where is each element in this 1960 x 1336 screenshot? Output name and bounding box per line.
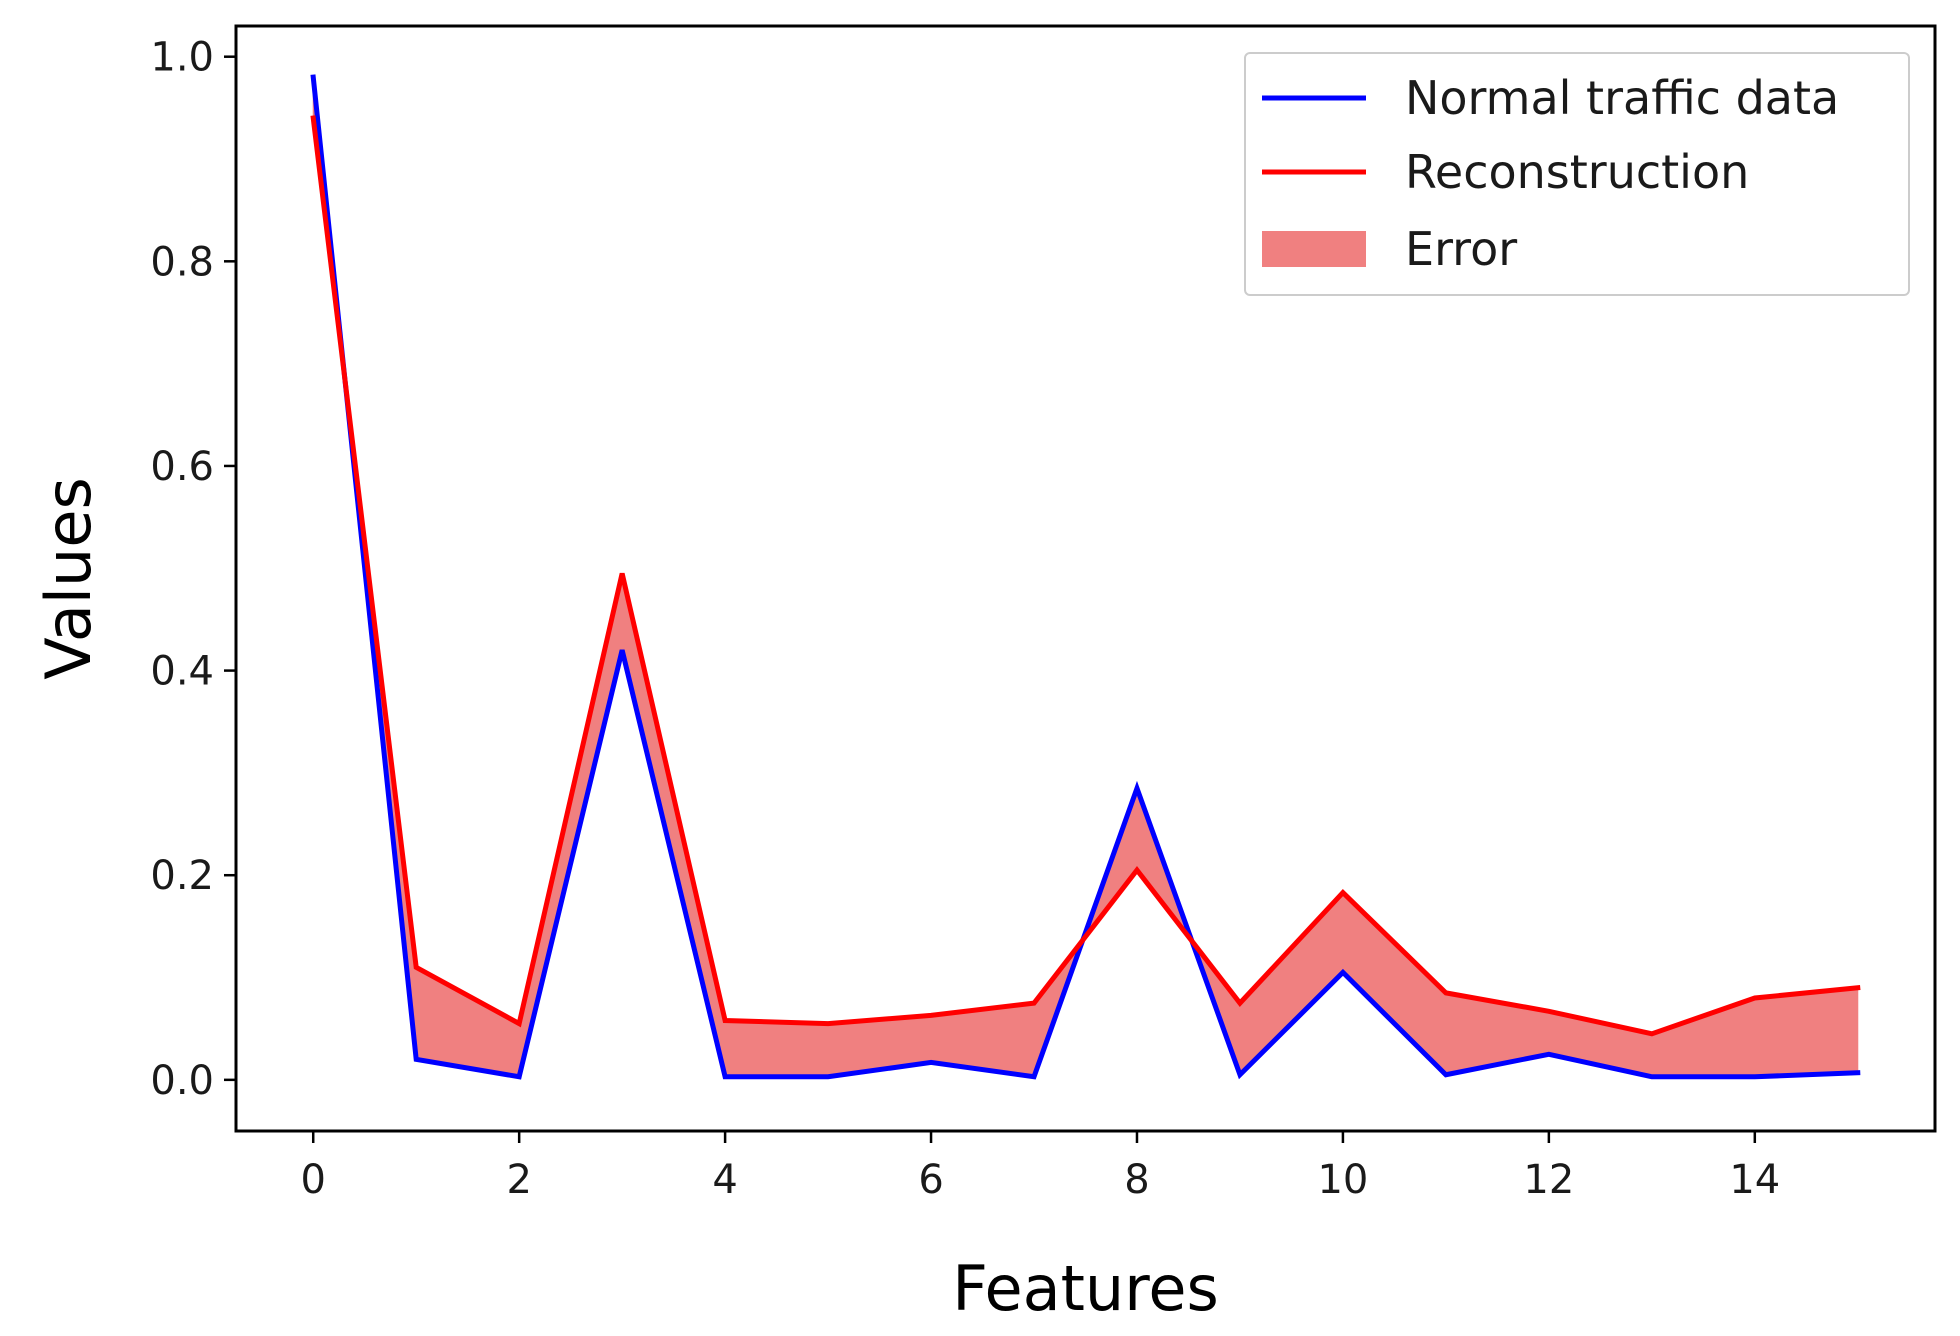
error-fill-segment (1754, 987, 1859, 1078)
y-tick-label: 0.8 (150, 239, 214, 285)
x-tick-label: 14 (1729, 1157, 1780, 1203)
error-fill-segment (724, 1019, 829, 1078)
x-tick-label: 6 (918, 1157, 943, 1203)
legend-label-reconstruction: Reconstruction (1405, 145, 1749, 199)
y-tick-label: 1.0 (150, 35, 214, 81)
x-tick-label: 12 (1523, 1157, 1574, 1203)
y-axis-title: Values (32, 477, 105, 680)
legend-label-normal-traffic-data: Normal traffic data (1405, 71, 1839, 125)
x-axis-title: Features (952, 1252, 1219, 1325)
normal-traffic-data-line (310, 74, 1861, 1080)
legend-box (1244, 52, 1910, 296)
x-tick-label: 2 (506, 1157, 531, 1203)
y-tick-label: 0.6 (150, 444, 214, 490)
x-tick-label: 10 (1317, 1157, 1368, 1203)
axes-frame (234, 24, 1937, 1133)
legend-label-error: Error (1405, 222, 1517, 276)
reconstruction-line (310, 115, 1861, 1037)
x-tick-label: 8 (1124, 1157, 1149, 1203)
plot-area (310, 74, 1861, 1080)
x-tick-label: 4 (712, 1157, 737, 1203)
y-tick-label: 0.2 (150, 853, 214, 899)
y-tick-label: 0.4 (150, 649, 214, 695)
legend: Normal traffic data Reconstruction Error (1244, 52, 1910, 296)
legend-swatch-error (1262, 231, 1366, 267)
tick-marks: 0 2 4 6 8 10 12 14 0.0 0.2 0.4 0.6 0.8 1.0 (150, 35, 1780, 1203)
y-tick-label: 0.0 (150, 1058, 214, 1104)
x-tick-label: 0 (301, 1157, 326, 1203)
